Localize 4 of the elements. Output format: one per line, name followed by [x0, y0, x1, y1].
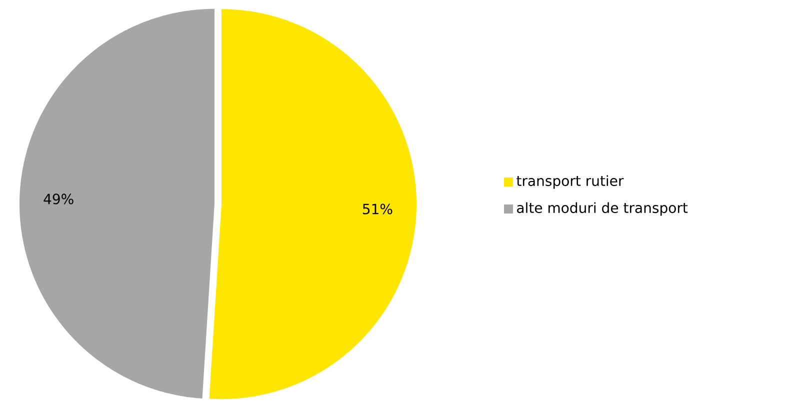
- data-label: 49%: [44, 194, 74, 204]
- data-label: 51%: [362, 204, 392, 214]
- legend-label: transport rutier: [516, 175, 624, 189]
- legend-label: alte moduri de transport: [517, 202, 688, 216]
